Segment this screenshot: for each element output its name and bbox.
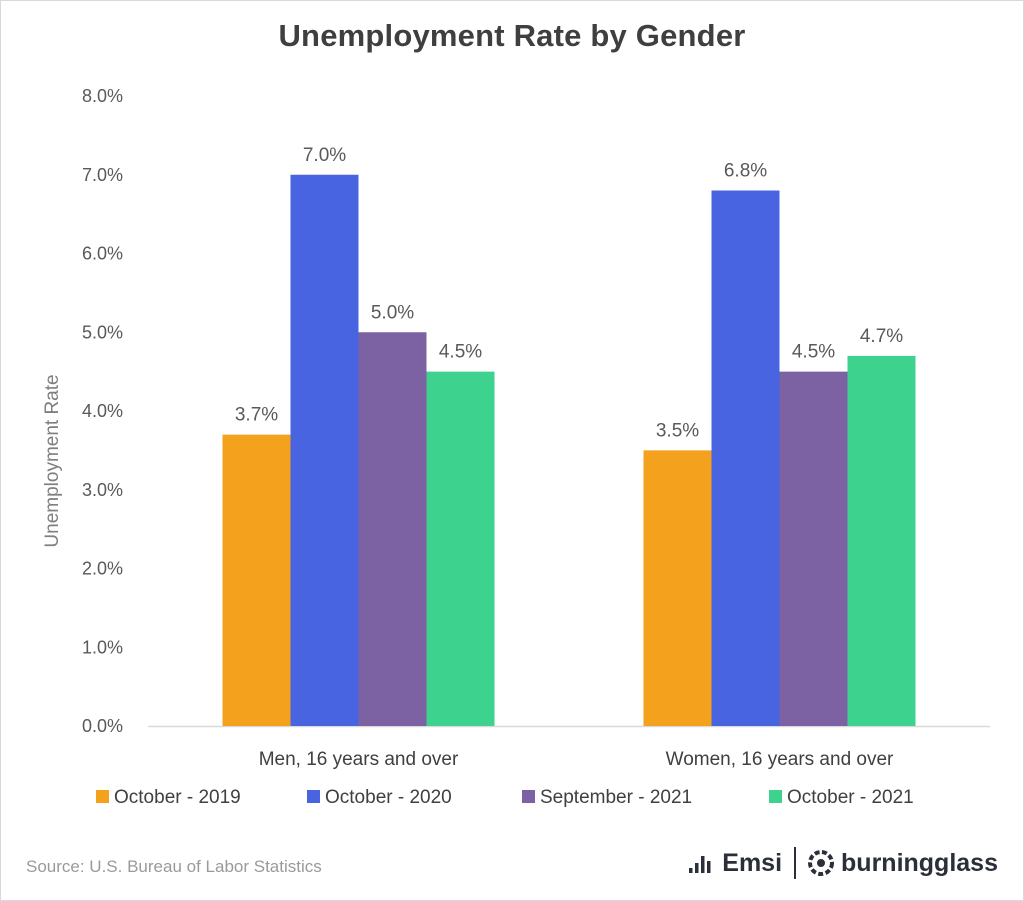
- burningglass-gear-icon: [808, 850, 835, 876]
- y-axis-title: Unemployment Rate: [42, 374, 63, 547]
- legend-label: October - 2021: [787, 787, 914, 808]
- burningglass-logo: burningglass: [808, 849, 998, 878]
- legend-label: October - 2019: [114, 787, 241, 808]
- y-tick-label: 8.0%: [82, 86, 123, 106]
- data-label: 4.5%: [439, 342, 482, 363]
- legend-swatch: [769, 790, 782, 803]
- y-tick-label: 3.0%: [82, 480, 123, 500]
- bar: [426, 371, 495, 726]
- bar: [358, 332, 427, 726]
- y-tick-label: 6.0%: [82, 244, 123, 264]
- data-label: 6.8%: [724, 161, 767, 182]
- y-tick-label: 7.0%: [82, 165, 123, 185]
- legend-swatch: [307, 790, 320, 803]
- y-tick-label: 5.0%: [82, 322, 123, 342]
- bar: [222, 434, 291, 726]
- bar: [779, 371, 848, 726]
- legend-label: September - 2021: [540, 787, 692, 808]
- x-tick-label: Men, 16 years and over: [259, 749, 459, 770]
- bar: [290, 174, 359, 726]
- x-tick-label: Women, 16 years and over: [666, 749, 894, 770]
- footer-logos: Emsi burningglass: [688, 843, 998, 883]
- burningglass-logo-text: burningglass: [841, 848, 998, 877]
- logo-divider: [794, 847, 797, 879]
- legend-label: October - 2020: [325, 787, 452, 808]
- y-tick-label: 4.0%: [82, 401, 123, 421]
- emsi-logo-text: Emsi: [722, 848, 783, 877]
- data-label: 3.7%: [235, 405, 278, 426]
- data-label: 4.5%: [792, 342, 835, 363]
- legend-swatch: [96, 790, 109, 803]
- y-tick-label: 0.0%: [82, 716, 123, 736]
- data-label: 5.0%: [371, 302, 414, 323]
- y-tick-label: 2.0%: [82, 559, 123, 579]
- source-note: Source: U.S. Bureau of Labor Statistics: [26, 857, 322, 876]
- data-label: 7.0%: [303, 145, 346, 166]
- data-label: 4.7%: [860, 326, 903, 347]
- bar: [643, 450, 712, 726]
- bar: [711, 190, 780, 726]
- legend-swatch: [522, 790, 535, 803]
- bar: [847, 355, 916, 726]
- chart-title: Unemployment Rate by Gender: [278, 18, 746, 53]
- y-tick-label: 1.0%: [82, 637, 123, 657]
- emsi-logo: Emsi: [688, 849, 782, 878]
- emsi-bars-icon: [689, 856, 711, 873]
- data-label: 3.5%: [656, 420, 699, 441]
